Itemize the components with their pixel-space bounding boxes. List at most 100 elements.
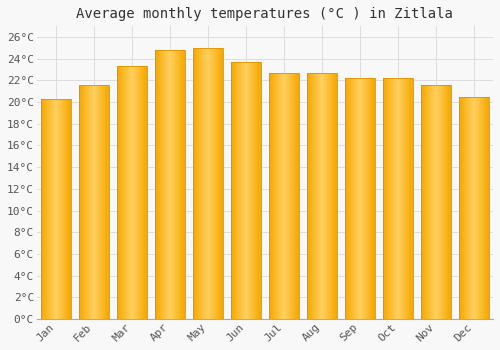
Bar: [86, 85, 87, 319]
Bar: [199, 48, 200, 319]
Bar: [411, 78, 412, 319]
Bar: [280, 73, 281, 319]
Bar: [128, 66, 129, 319]
Bar: [431, 85, 432, 319]
Bar: [293, 73, 294, 319]
Bar: [285, 73, 286, 319]
Bar: [155, 50, 156, 319]
Bar: [311, 73, 312, 319]
Bar: [481, 97, 482, 319]
Bar: [58, 99, 59, 319]
Bar: [126, 66, 127, 319]
Bar: [288, 73, 289, 319]
Bar: [45, 99, 46, 319]
Bar: [197, 48, 198, 319]
Bar: [168, 50, 169, 319]
Bar: [480, 97, 481, 319]
Bar: [284, 73, 285, 319]
Bar: [283, 73, 284, 319]
Bar: [421, 85, 422, 319]
Bar: [406, 78, 407, 319]
Bar: [216, 48, 218, 319]
Bar: [384, 78, 385, 319]
Bar: [247, 62, 248, 319]
Bar: [425, 85, 426, 319]
Bar: [371, 78, 372, 319]
Bar: [240, 62, 241, 319]
Bar: [117, 66, 118, 319]
Bar: [282, 73, 283, 319]
Bar: [317, 73, 318, 319]
Bar: [270, 73, 271, 319]
Bar: [231, 62, 232, 319]
Bar: [467, 97, 468, 319]
Bar: [234, 62, 235, 319]
Bar: [446, 85, 447, 319]
Bar: [281, 73, 282, 319]
Bar: [349, 78, 350, 319]
Bar: [292, 73, 293, 319]
Bar: [242, 62, 243, 319]
Bar: [321, 73, 322, 319]
Bar: [449, 85, 450, 319]
Bar: [315, 73, 316, 319]
Bar: [465, 97, 466, 319]
Bar: [421, 85, 451, 319]
Bar: [427, 85, 428, 319]
Bar: [278, 73, 279, 319]
Bar: [469, 97, 470, 319]
Bar: [91, 85, 92, 319]
Bar: [198, 48, 199, 319]
Bar: [130, 66, 131, 319]
Bar: [273, 73, 274, 319]
Bar: [194, 48, 195, 319]
Bar: [220, 48, 222, 319]
Bar: [201, 48, 202, 319]
Bar: [82, 85, 83, 319]
Bar: [346, 78, 347, 319]
Bar: [333, 73, 334, 319]
Bar: [193, 48, 194, 319]
Bar: [383, 78, 384, 319]
Bar: [366, 78, 367, 319]
Bar: [171, 50, 172, 319]
Bar: [367, 78, 368, 319]
Bar: [279, 73, 280, 319]
Bar: [211, 48, 212, 319]
Bar: [424, 85, 425, 319]
Bar: [308, 73, 309, 319]
Bar: [253, 62, 254, 319]
Bar: [320, 73, 321, 319]
Bar: [402, 78, 403, 319]
Bar: [390, 78, 391, 319]
Bar: [124, 66, 125, 319]
Bar: [85, 85, 86, 319]
Bar: [357, 78, 358, 319]
Bar: [444, 85, 445, 319]
Bar: [200, 48, 201, 319]
Bar: [167, 50, 168, 319]
Bar: [209, 48, 210, 319]
Bar: [404, 78, 405, 319]
Bar: [369, 78, 370, 319]
Bar: [422, 85, 423, 319]
Bar: [64, 99, 66, 319]
Bar: [329, 73, 330, 319]
Bar: [477, 97, 478, 319]
Bar: [210, 48, 211, 319]
Bar: [173, 50, 174, 319]
Bar: [175, 50, 176, 319]
Bar: [163, 50, 164, 319]
Bar: [350, 78, 351, 319]
Bar: [252, 62, 253, 319]
Bar: [133, 66, 134, 319]
Bar: [471, 97, 472, 319]
Bar: [48, 99, 49, 319]
Bar: [245, 62, 246, 319]
Bar: [426, 85, 427, 319]
Bar: [399, 78, 400, 319]
Bar: [473, 97, 474, 319]
Bar: [428, 85, 429, 319]
Bar: [385, 78, 386, 319]
Bar: [142, 66, 144, 319]
